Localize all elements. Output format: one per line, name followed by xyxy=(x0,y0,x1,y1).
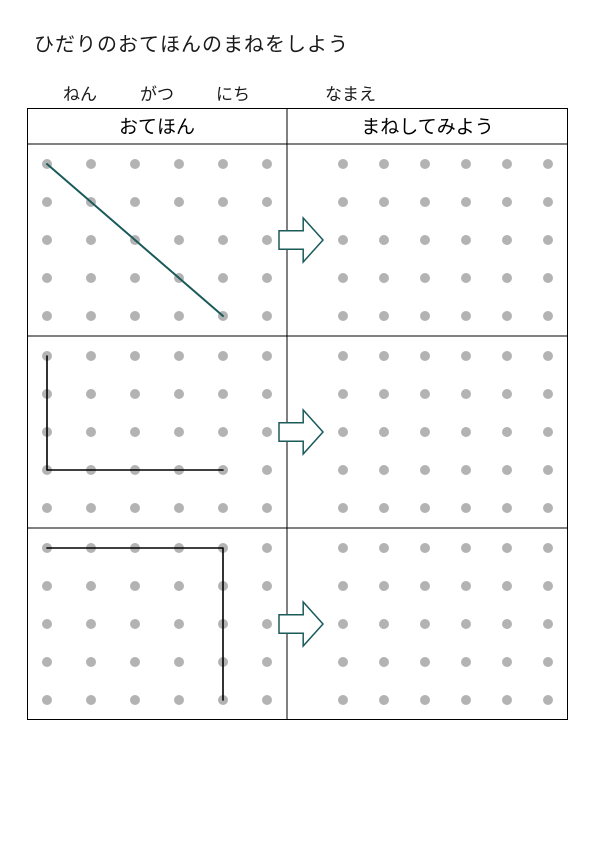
date-name-row: ねん がつ にち なまえ xyxy=(27,80,568,109)
page: ひだりのおてほんのまねをしよう ねん がつ にち なまえ おてほん まねしてみよう xyxy=(0,0,595,842)
label-day: にち xyxy=(216,80,250,105)
worksheet-table: おてほん まねしてみよう xyxy=(27,108,568,720)
label-name: なまえ xyxy=(325,80,376,105)
page-title: ひだりのおてほんのまねをしよう xyxy=(34,28,349,57)
label-month: がつ xyxy=(140,80,174,105)
label-year: ねん xyxy=(63,80,97,105)
worksheet-svg: おてほん まねしてみよう xyxy=(27,108,568,720)
svg-text:まねしてみよう: まねしてみよう xyxy=(361,117,493,138)
svg-text:おてほん: おてほん xyxy=(119,117,195,138)
